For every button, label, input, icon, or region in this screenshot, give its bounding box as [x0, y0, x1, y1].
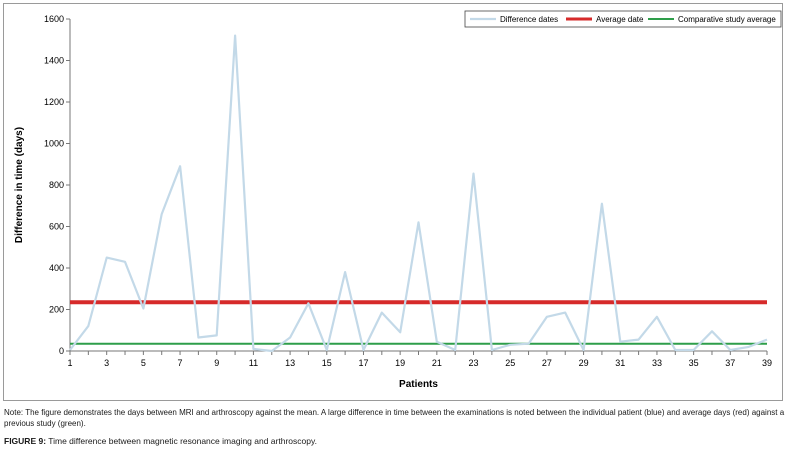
chart-frame: 0 200 400 600 800 1000 1200 1400 1600 1 3 5 7 9 11 13 15… [3, 3, 783, 401]
y-tick-label: 200 [49, 305, 64, 315]
x-tick-label: 39 [762, 358, 772, 368]
y-tick-label: 1000 [44, 139, 64, 149]
legend-label: Average date [596, 15, 644, 24]
x-tick-label: 37 [725, 358, 735, 368]
x-tick-label: 23 [469, 358, 479, 368]
x-tick-label: 21 [432, 358, 442, 368]
y-tick-label: 0 [59, 346, 64, 356]
x-tick-label: 27 [542, 358, 552, 368]
x-tick-label: 25 [505, 358, 515, 368]
x-tick-label: 15 [322, 358, 332, 368]
x-tick-label: 5 [141, 358, 146, 368]
y-tick-label: 600 [49, 222, 64, 232]
x-tick-label: 13 [285, 358, 295, 368]
legend-label: Comparative study average [678, 15, 776, 24]
x-tick-label: 7 [178, 358, 183, 368]
x-tick-label: 31 [615, 358, 625, 368]
y-tick-label: 400 [49, 263, 64, 273]
x-tick-label: 9 [214, 358, 219, 368]
legend-label: Difference dates [500, 15, 558, 24]
y-axis-title: Difference in time (days) [14, 127, 25, 243]
legend-box [464, 10, 782, 28]
figure-caption-text: Time difference between magnetic resonan… [48, 436, 317, 446]
x-tick-label: 1 [67, 358, 72, 368]
x-tick-label: 35 [689, 358, 699, 368]
chart-note: Note: The figure demonstrates the days b… [4, 408, 785, 428]
figure-caption: FIGURE 9: Time difference between magnet… [4, 436, 317, 447]
y-tick-label: 800 [49, 180, 64, 190]
y-tick-label: 1200 [44, 97, 64, 107]
x-tick-label: 29 [579, 358, 589, 368]
x-tick-label: 17 [358, 358, 368, 368]
x-tick-label: 11 [249, 358, 258, 368]
x-axis-title: Patients [399, 379, 438, 390]
x-tick-label: 3 [104, 358, 109, 368]
x-tick-label: 33 [652, 358, 662, 368]
x-tick-label: 19 [395, 358, 405, 368]
y-tick-label: 1600 [44, 14, 64, 24]
y-tick-label: 1400 [44, 56, 64, 66]
figure-label: FIGURE 9: [4, 436, 47, 446]
